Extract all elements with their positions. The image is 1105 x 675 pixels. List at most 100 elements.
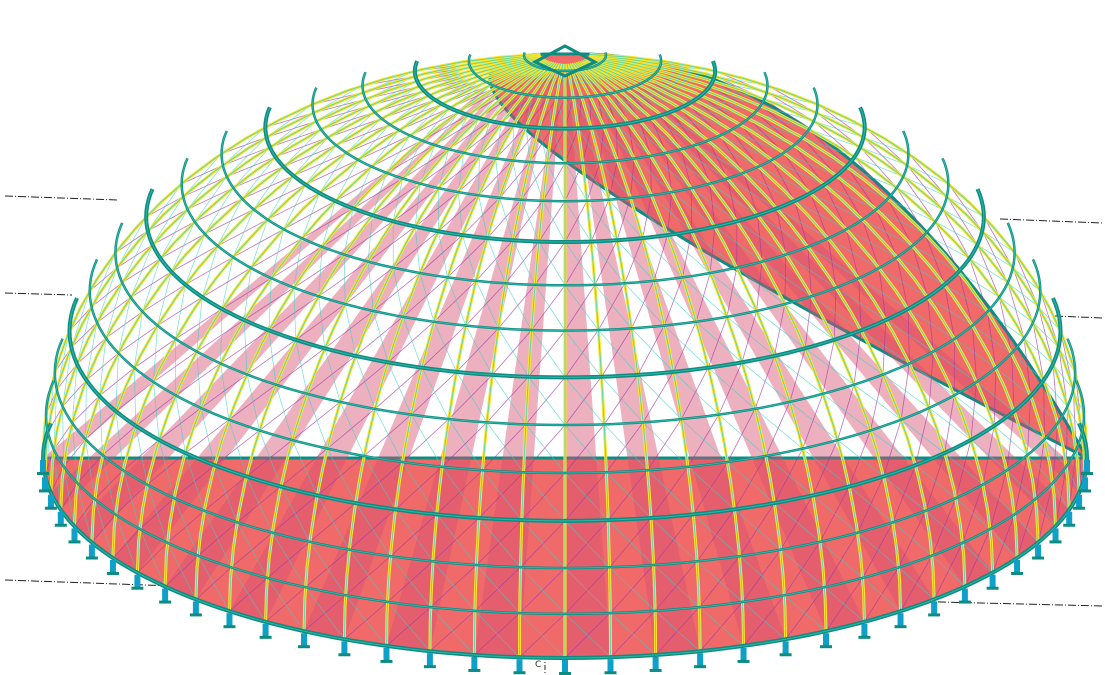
ring-beam-highlight	[114, 222, 1016, 426]
dome-structure[interactable]	[37, 44, 1093, 675]
bracing-diagonal	[130, 271, 172, 298]
bracing-diagonal	[594, 284, 632, 329]
bracing-diagonal	[907, 308, 955, 340]
bracing-diagonal	[756, 261, 763, 311]
bracing-diagonal	[142, 284, 186, 312]
bracing-diagonal	[811, 295, 862, 331]
bracing-diagonal	[687, 466, 735, 510]
bracing-diagonal	[834, 339, 884, 375]
base-bracket	[861, 623, 868, 638]
bracing-diagonal	[456, 371, 488, 423]
bracing-diagonal	[512, 160, 522, 200]
base-plate	[986, 586, 999, 590]
bracing-diagonal	[650, 155, 652, 196]
bracing-diagonal	[142, 258, 161, 312]
bracing-diagonal	[681, 418, 728, 463]
bracing-diagonal	[859, 146, 898, 189]
bracing-diagonal	[343, 254, 346, 305]
base-bracket	[40, 460, 46, 474]
bracing-diagonal	[837, 384, 855, 441]
bracing-diagonal	[981, 230, 1009, 283]
bracing-diagonal	[743, 172, 759, 216]
base-plate	[604, 671, 617, 675]
bracing-diagonal	[475, 280, 499, 329]
bracing-diagonal	[352, 178, 403, 209]
bracing-diagonal	[982, 484, 1015, 515]
bracing-diagonal	[1023, 337, 1054, 365]
bracing-diagonal	[531, 329, 566, 378]
bracing-diagonal	[642, 237, 683, 278]
bracing-diagonal	[432, 561, 476, 612]
bracing-diagonal	[505, 241, 540, 284]
bracing-diagonal	[520, 162, 548, 200]
bracing-diagonal	[628, 123, 635, 159]
bracing-diagonal	[934, 221, 959, 272]
rib-edge	[50, 55, 541, 493]
bracing-diagonal	[430, 606, 475, 656]
bracing-diagonal	[367, 226, 416, 262]
bracing-diagonal	[802, 393, 824, 449]
bracing-diagonal	[402, 140, 423, 179]
bracing-diagonal	[810, 192, 863, 220]
bracing-diagonal	[96, 297, 131, 323]
bracing-diagonal	[824, 586, 865, 623]
bracing-diagonal	[900, 419, 945, 454]
rib-edge	[584, 59, 994, 573]
bracing-diagonal	[293, 254, 345, 288]
bracing-diagonal	[650, 118, 667, 153]
bracing-diagonal	[499, 197, 514, 241]
bracing-diagonal	[564, 128, 583, 164]
bracing-diagonal	[616, 240, 655, 282]
bracing-diagonal	[447, 237, 488, 278]
bracing-diagonal	[519, 612, 566, 659]
bracing-diagonal	[491, 374, 527, 425]
bracing-diagonal	[85, 439, 95, 500]
bracing-diagonal	[870, 374, 884, 431]
bracing-diagonal	[498, 328, 529, 377]
bracing-diagonal	[577, 128, 601, 163]
bracing-diagonal	[854, 156, 889, 200]
bracing-diagonal	[436, 469, 483, 515]
bracing-diagonal	[639, 120, 682, 150]
bracing-diagonal	[529, 128, 553, 163]
bracing-diagonal	[824, 184, 877, 210]
bracing-diagonal	[707, 316, 728, 368]
bracing-diagonal	[105, 282, 123, 339]
rib-edge	[195, 60, 548, 600]
bracing-diagonal	[624, 283, 665, 326]
rib-edge	[573, 62, 744, 646]
bracing-diagonal	[813, 120, 864, 138]
bracing-diagonal	[465, 325, 493, 376]
base-bracket	[383, 647, 390, 662]
bracing-diagonal	[175, 308, 223, 340]
bracing-diagonal	[667, 192, 673, 236]
bracing-diagonal	[846, 166, 877, 210]
bracing-diagonal	[130, 244, 153, 298]
bracing-diagonal	[854, 156, 904, 177]
bracing-diagonal	[630, 197, 668, 236]
bracing-diagonal	[719, 135, 772, 161]
rib-edge	[229, 61, 550, 612]
ring-beam-highlight	[45, 380, 1085, 615]
bracing-diagonal	[784, 303, 835, 341]
rib-edge	[91, 57, 543, 543]
bracing-diagonal	[969, 258, 1008, 283]
bracing-diagonal	[1013, 410, 1045, 440]
bracing-diagonal	[153, 381, 160, 440]
bracing-diagonal	[827, 238, 880, 269]
bracing-diagonal	[647, 418, 682, 471]
base-plate	[694, 665, 707, 669]
bracing-diagonal	[547, 162, 566, 202]
bracing-diagonal	[203, 510, 232, 568]
bracing-diagonal	[653, 234, 668, 281]
bracing-diagonal	[896, 187, 926, 235]
bracing-diagonal	[525, 424, 566, 474]
bracing-diagonal	[98, 338, 107, 396]
bracing-diagonal	[666, 152, 711, 184]
bracing-diagonal	[906, 164, 943, 210]
bracing-diagonal	[1014, 514, 1039, 543]
bracing-diagonal	[670, 111, 696, 146]
bracing-diagonal	[367, 215, 373, 262]
bracing-diagonal	[727, 461, 775, 504]
